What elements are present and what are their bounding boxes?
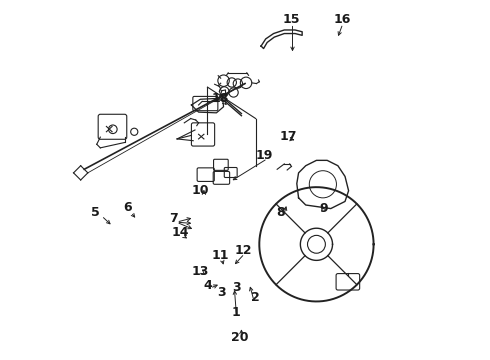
- Text: 3: 3: [218, 286, 226, 299]
- Text: 4: 4: [203, 279, 212, 292]
- Text: 8: 8: [276, 206, 285, 219]
- Text: 20: 20: [230, 331, 248, 344]
- Text: 11: 11: [211, 249, 229, 262]
- Text: 12: 12: [234, 244, 251, 257]
- Text: 5: 5: [91, 206, 100, 219]
- Text: 18: 18: [212, 92, 229, 105]
- Text: 14: 14: [171, 226, 189, 239]
- Text: 7: 7: [169, 212, 178, 225]
- Text: 16: 16: [334, 13, 351, 27]
- Text: 3: 3: [232, 281, 241, 294]
- Text: 9: 9: [319, 202, 328, 215]
- Text: 15: 15: [283, 13, 300, 27]
- Text: 13: 13: [192, 265, 209, 278]
- Text: 17: 17: [280, 130, 297, 143]
- Text: 1: 1: [232, 306, 241, 319]
- Text: 6: 6: [123, 201, 131, 214]
- Text: 19: 19: [256, 149, 273, 162]
- Text: 2: 2: [250, 291, 259, 305]
- Text: 10: 10: [191, 184, 209, 197]
